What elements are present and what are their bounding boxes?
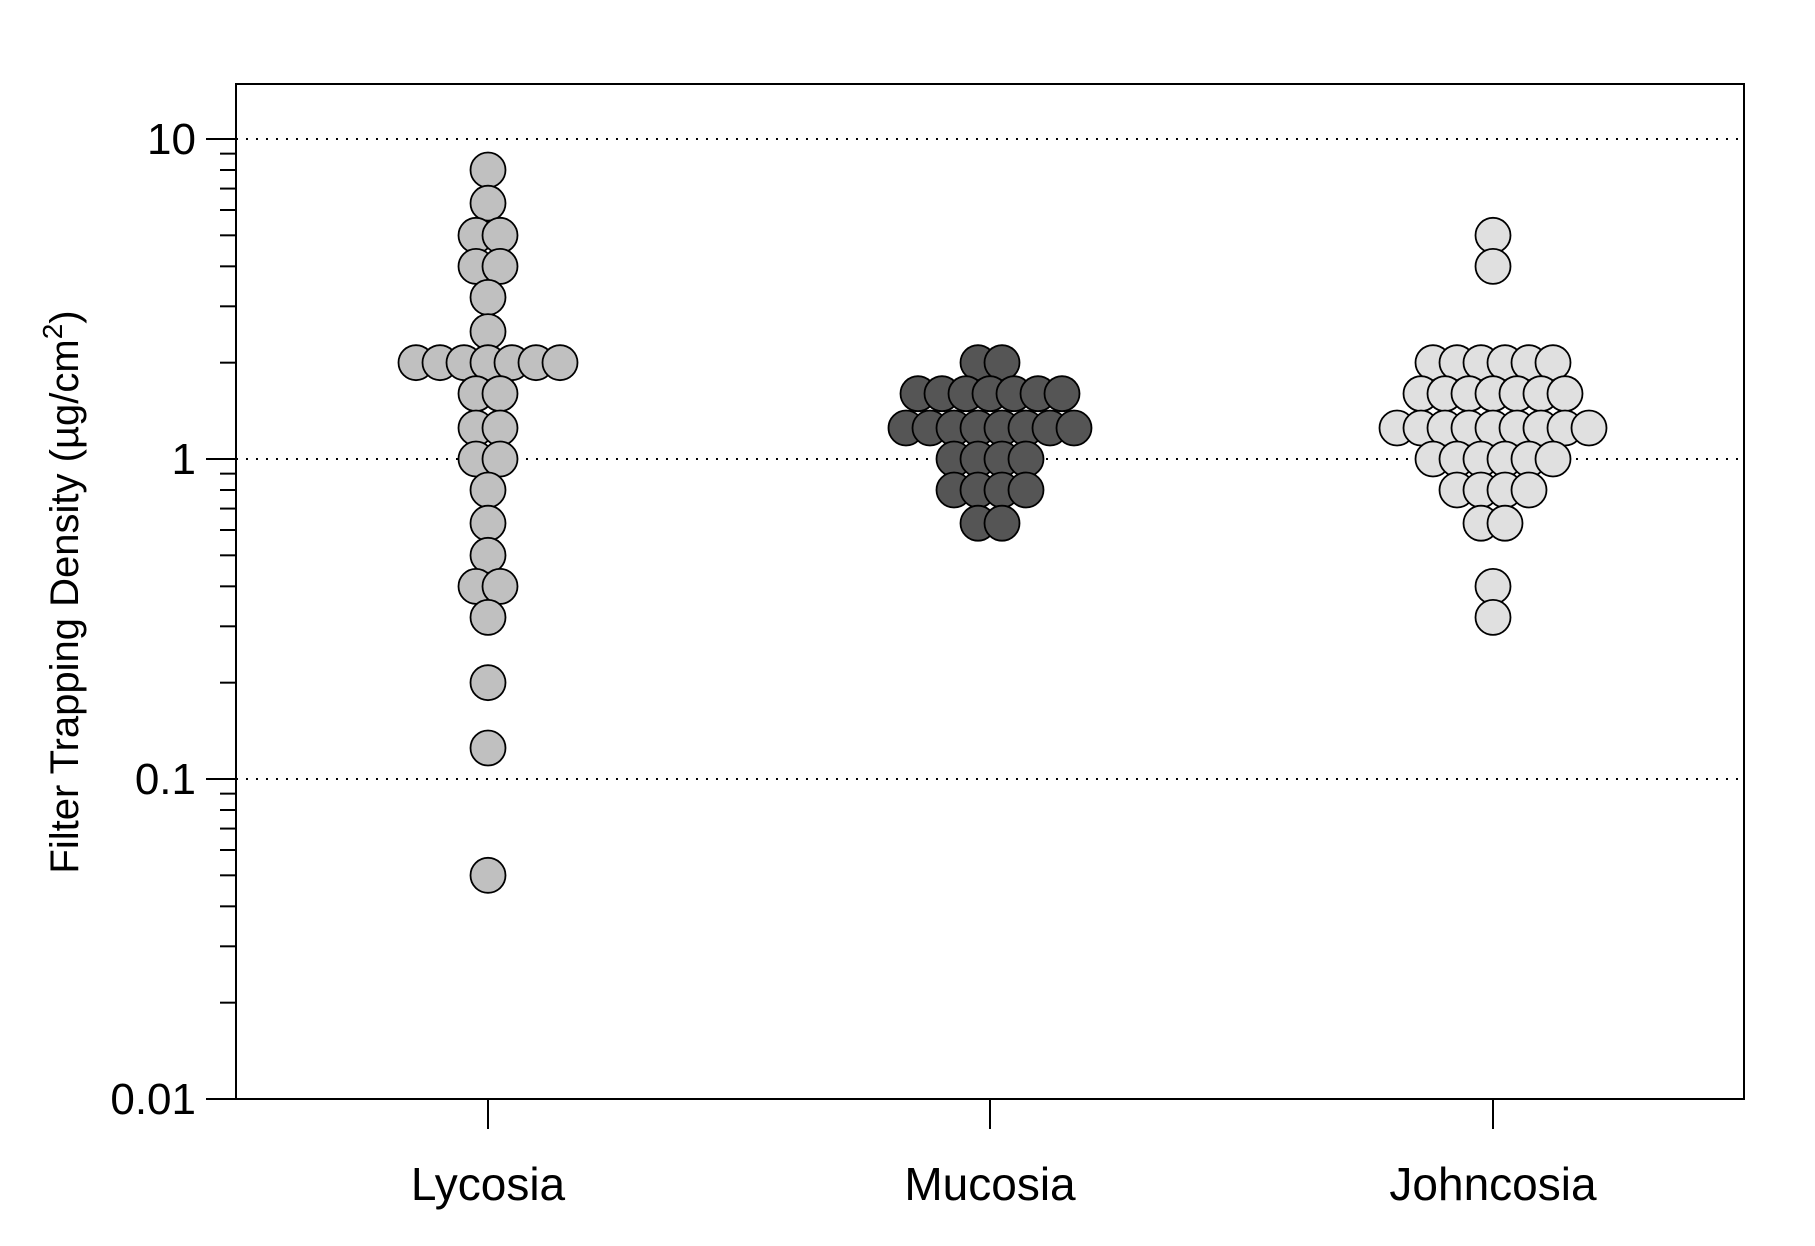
data-point	[1007, 471, 1045, 509]
data-point	[1474, 216, 1512, 254]
x-category-label: Lycosia	[411, 1158, 566, 1210]
data-point	[469, 536, 507, 574]
data-point	[1043, 375, 1081, 413]
data-point	[1510, 471, 1548, 509]
y-tick-label: 1	[172, 435, 196, 484]
y-axis-title: Filter Trapping Density (µg/cm2)	[37, 310, 87, 873]
y-axis: 0.01 0.1 1 10	[110, 115, 236, 1124]
data-point	[983, 344, 1021, 382]
data-point	[1570, 409, 1608, 447]
data-point	[469, 278, 507, 316]
data-point	[1007, 440, 1045, 478]
data-point	[983, 504, 1021, 542]
data-point	[1534, 440, 1572, 478]
data-point	[469, 313, 507, 351]
data-point	[481, 567, 519, 605]
data-point	[469, 598, 507, 636]
x-axis: Lycosia Mucosia Johncosia	[411, 1099, 1597, 1210]
data-point	[541, 344, 579, 382]
data-point	[469, 471, 507, 509]
data-point	[469, 151, 507, 189]
y-axis-title-unit: µg/cm	[43, 339, 87, 449]
y-tick-label: 0.1	[135, 755, 196, 804]
data-point	[481, 247, 519, 285]
data-point	[469, 184, 507, 222]
data-point	[1474, 598, 1512, 636]
data-point	[1474, 567, 1512, 605]
data-point	[469, 729, 507, 767]
x-category-label: Mucosia	[904, 1158, 1076, 1210]
data-point	[469, 856, 507, 894]
data-point	[1534, 344, 1572, 382]
data-point	[481, 440, 519, 478]
data-point	[469, 664, 507, 702]
data-point	[1546, 375, 1584, 413]
data-point	[1486, 504, 1524, 542]
data-point	[481, 409, 519, 447]
y-axis-title-close: )	[43, 310, 87, 323]
data-point	[469, 504, 507, 542]
y-tick-label: 10	[147, 115, 196, 164]
y-tick-label: 0.01	[110, 1075, 196, 1124]
y-axis-title-main: Filter Trapping Density (	[43, 448, 87, 873]
y-axis-title-superscript: 2	[37, 324, 68, 340]
data-point	[481, 375, 519, 413]
data-point	[1055, 409, 1093, 447]
data-points	[397, 151, 1608, 894]
data-point	[481, 216, 519, 254]
data-point	[1474, 247, 1512, 285]
x-category-label: Johncosia	[1389, 1158, 1597, 1210]
